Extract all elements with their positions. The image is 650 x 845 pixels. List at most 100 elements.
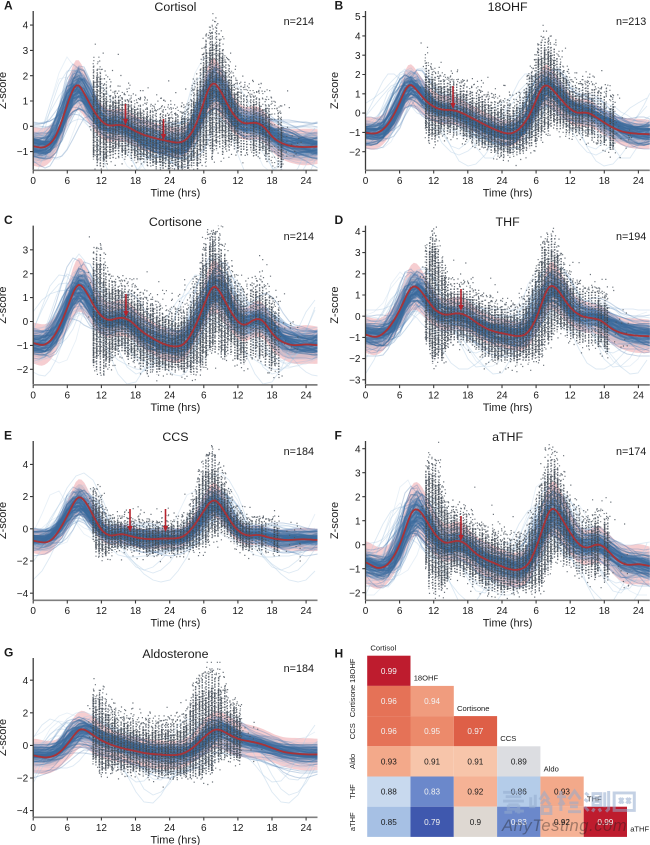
svg-text:12: 12 — [232, 176, 244, 187]
svg-text:−3: −3 — [349, 375, 361, 386]
svg-text:Cortisol: Cortisol — [154, 0, 196, 14]
svg-text:12: 12 — [96, 606, 108, 617]
svg-text:12: 12 — [565, 390, 577, 401]
svg-text:0: 0 — [355, 540, 361, 551]
svg-text:n=214: n=214 — [284, 231, 314, 243]
svg-text:24: 24 — [301, 390, 313, 401]
svg-text:0.93: 0.93 — [381, 757, 397, 766]
svg-text:4: 4 — [23, 21, 29, 32]
svg-text:2: 2 — [355, 70, 361, 81]
svg-text:n=174: n=174 — [616, 446, 646, 458]
svg-text:18: 18 — [130, 606, 142, 617]
svg-text:0.83: 0.83 — [511, 818, 527, 827]
svg-text:Time (hrs): Time (hrs) — [151, 402, 201, 414]
svg-text:Z-score: Z-score — [329, 502, 341, 539]
svg-text:0.79: 0.79 — [424, 818, 440, 827]
svg-text:2: 2 — [355, 492, 361, 503]
svg-text:4: 4 — [355, 444, 361, 455]
svg-text:18: 18 — [266, 390, 278, 401]
svg-text:2: 2 — [23, 492, 29, 503]
svg-text:Z-score: Z-score — [329, 286, 341, 323]
svg-text:Time (hrs): Time (hrs) — [483, 187, 533, 199]
svg-text:18OHF: 18OHF — [414, 674, 439, 683]
svg-text:C: C — [4, 213, 13, 227]
svg-text:6: 6 — [65, 390, 71, 401]
svg-text:0: 0 — [363, 390, 369, 401]
svg-text:6: 6 — [65, 823, 71, 834]
svg-text:18OHF: 18OHF — [488, 0, 528, 14]
svg-text:24: 24 — [496, 176, 508, 187]
svg-text:0.94: 0.94 — [424, 697, 440, 706]
svg-text:THF: THF — [348, 784, 357, 799]
svg-text:G: G — [4, 646, 13, 660]
svg-text:18: 18 — [266, 606, 278, 617]
svg-text:aTHF: aTHF — [348, 812, 357, 831]
svg-text:−2: −2 — [349, 588, 361, 599]
svg-text:−2: −2 — [349, 147, 361, 158]
svg-text:n=184: n=184 — [284, 446, 314, 458]
svg-text:12: 12 — [96, 823, 108, 834]
svg-text:Cortisone: Cortisone — [348, 685, 357, 718]
svg-text:Time (hrs): Time (hrs) — [151, 834, 201, 845]
svg-text:aTHF: aTHF — [630, 825, 649, 834]
svg-text:6: 6 — [397, 606, 403, 617]
svg-text:12: 12 — [428, 176, 440, 187]
svg-text:0: 0 — [23, 317, 29, 328]
svg-text:1: 1 — [23, 293, 29, 304]
svg-text:18: 18 — [266, 176, 278, 187]
svg-text:−1: −1 — [17, 147, 29, 158]
svg-text:18: 18 — [599, 606, 611, 617]
svg-text:12: 12 — [428, 606, 440, 617]
svg-text:Time (hrs): Time (hrs) — [483, 617, 533, 629]
svg-text:12: 12 — [96, 390, 108, 401]
svg-text:18: 18 — [462, 176, 474, 187]
svg-text:0.83: 0.83 — [424, 788, 440, 797]
svg-text:18: 18 — [462, 606, 474, 617]
svg-text:n=194: n=194 — [616, 231, 646, 243]
svg-text:−2: −2 — [17, 774, 29, 785]
svg-text:−1: −1 — [17, 341, 29, 352]
svg-text:18: 18 — [130, 176, 142, 187]
svg-text:1: 1 — [355, 291, 361, 302]
svg-text:0: 0 — [355, 109, 361, 120]
svg-text:3: 3 — [355, 51, 361, 62]
svg-text:24: 24 — [301, 823, 313, 834]
svg-text:0.91: 0.91 — [424, 757, 440, 766]
svg-text:Z-score: Z-score — [0, 72, 9, 109]
svg-text:24: 24 — [496, 606, 508, 617]
svg-text:6: 6 — [533, 176, 539, 187]
svg-text:−2: −2 — [349, 354, 361, 365]
svg-text:−1: −1 — [349, 564, 361, 575]
svg-text:24: 24 — [164, 606, 176, 617]
svg-text:12: 12 — [232, 606, 244, 617]
svg-text:24: 24 — [496, 390, 508, 401]
svg-text:12: 12 — [232, 390, 244, 401]
svg-text:Time (hrs): Time (hrs) — [151, 617, 201, 629]
svg-text:Aldo: Aldo — [544, 764, 559, 773]
svg-text:0.92: 0.92 — [554, 818, 570, 827]
svg-text:H: H — [335, 647, 344, 661]
svg-text:0.89: 0.89 — [511, 757, 527, 766]
svg-text:−1: −1 — [349, 333, 361, 344]
svg-text:0.85: 0.85 — [381, 818, 397, 827]
svg-text:24: 24 — [301, 176, 313, 187]
svg-text:6: 6 — [533, 390, 539, 401]
svg-text:Z-score: Z-score — [0, 719, 9, 756]
svg-text:18OHF: 18OHF — [348, 658, 357, 683]
svg-text:12: 12 — [96, 176, 108, 187]
svg-text:6: 6 — [201, 823, 207, 834]
svg-text:4: 4 — [23, 676, 29, 687]
svg-text:A: A — [4, 0, 13, 13]
svg-text:24: 24 — [164, 823, 176, 834]
svg-text:0.99: 0.99 — [381, 667, 397, 676]
svg-text:1: 1 — [355, 516, 361, 527]
svg-text:THF: THF — [496, 215, 521, 229]
svg-text:B: B — [335, 0, 344, 13]
svg-text:0.95: 0.95 — [424, 727, 440, 736]
svg-text:Z-score: Z-score — [329, 72, 341, 109]
svg-text:CCS: CCS — [162, 430, 188, 444]
svg-text:18: 18 — [462, 390, 474, 401]
svg-text:18: 18 — [266, 823, 278, 834]
svg-text:6: 6 — [201, 176, 207, 187]
svg-text:0.9: 0.9 — [470, 818, 482, 827]
